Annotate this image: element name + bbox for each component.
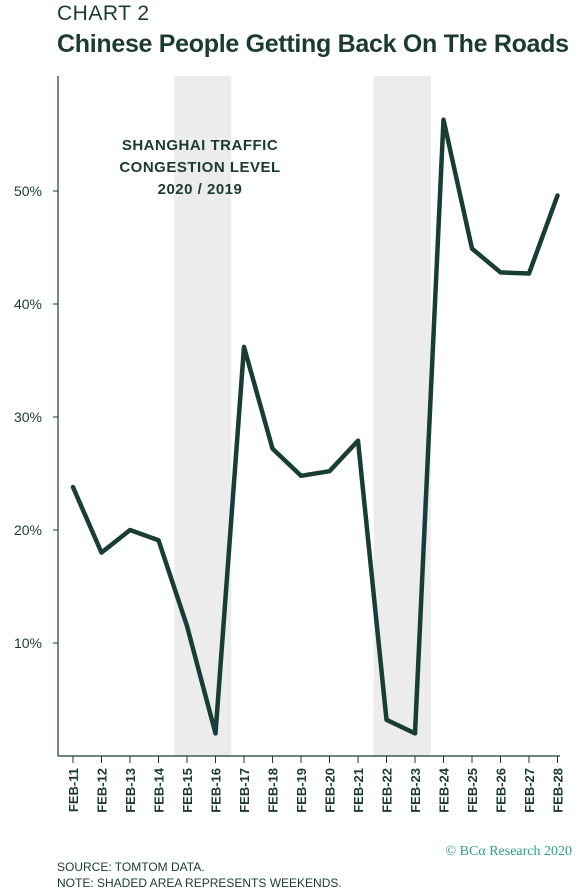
y-tick-label: 20% [14,522,42,538]
chart-title: Chinese People Getting Back On The Roads [57,30,569,58]
y-tick-label: 40% [14,296,42,312]
x-tick-label: FEB-20 [323,768,338,813]
x-tick-label: FEB-22 [380,768,395,813]
x-tick-label: FEB-28 [551,768,566,813]
chart-annotation: SHANGHAI TRAFFIC CONGESTION LEVEL 2020 / 2… [119,137,280,198]
x-tick-label: FEB-18 [266,768,281,813]
x-tick-label: FEB-17 [237,768,252,813]
series-line-path [70,117,560,736]
x-tick-label: FEB-23 [408,768,423,813]
x-tick-label: FEB-11 [66,768,81,812]
x-tick-label: FEB-13 [123,768,138,813]
weekend-shade-2 [373,76,431,756]
x-tick-label: FEB-15 [180,768,195,813]
annotation-line: CONGESTION LEVEL [119,159,280,176]
brand-logo: © BCα Research 2020 [445,844,572,859]
shading-note: NOTE: SHADED AREA REPRESENTS WEEKENDS. [57,876,342,890]
x-tick-label: FEB-21 [351,768,366,813]
annotation-line: 2020 / 2019 [158,181,243,198]
x-tick-label: FEB-19 [294,768,309,813]
x-tick-label: FEB-12 [95,768,110,813]
x-axis-ticks: FEB-11 FEB-12 FEB-13 FEB-14 FEB-15 FEB-16 FEB-… [66,756,566,813]
x-tick-label: FEB-24 [437,767,452,813]
y-axis-ticks: 10% 20% 30% 40% 50% [14,183,58,651]
weekend-shading [174,76,431,756]
x-tick-label: FEB-16 [209,768,224,813]
y-tick-label: 50% [14,183,42,199]
y-tick-label: 10% [14,635,42,651]
series-line [70,117,560,736]
source-note: SOURCE: TOMTOM DATA. [57,860,205,874]
x-tick-label: FEB-25 [465,768,480,813]
x-tick-label: FEB-26 [494,768,509,813]
annotation-line: SHANGHAI TRAFFIC [122,137,278,154]
x-tick-label: FEB-14 [152,767,167,813]
x-tick-label: FEB-27 [522,768,537,813]
chart-kicker: CHART 2 [57,2,150,25]
y-tick-label: 30% [14,409,42,425]
chart-axes [57,76,560,757]
